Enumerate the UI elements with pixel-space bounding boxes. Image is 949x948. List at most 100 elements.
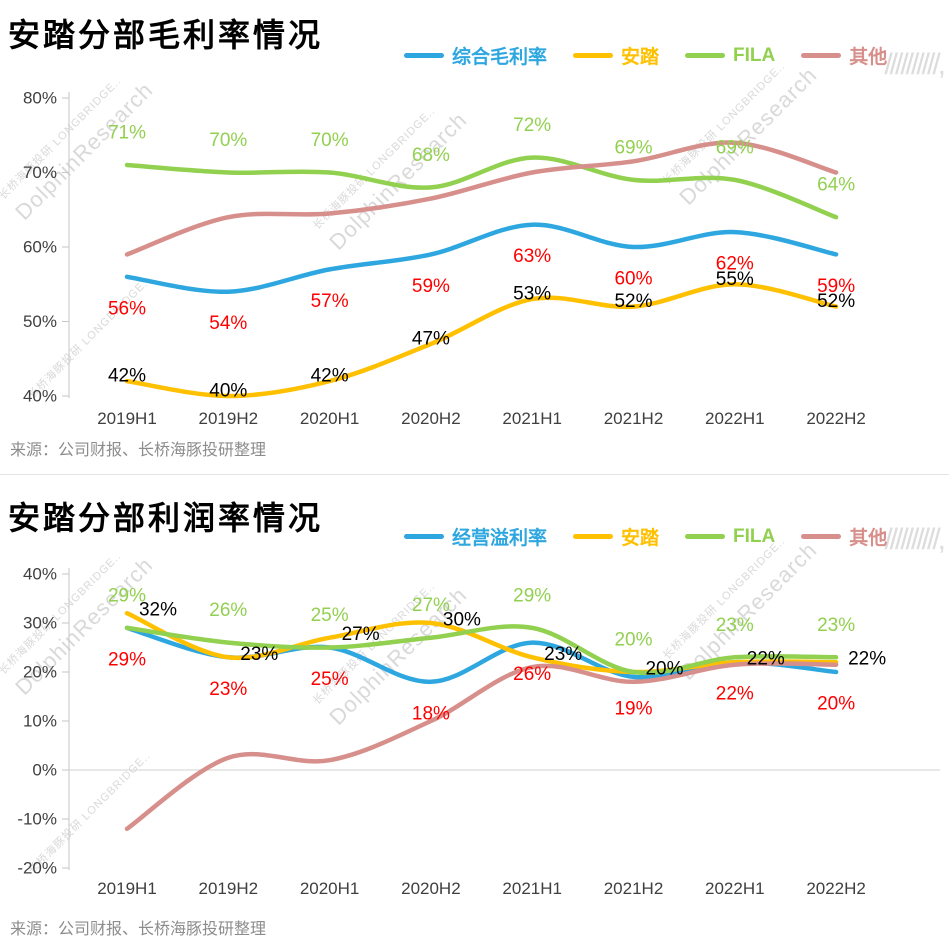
svg-text:2019H1: 2019H1: [97, 879, 157, 898]
svg-text:2022H2: 2022H2: [806, 409, 866, 428]
svg-text:2019H1: 2019H1: [97, 409, 157, 428]
chart-title: 安踏分部毛利率情况: [8, 17, 324, 53]
gross-margin-line-chart: 80% 70% 60% 50% 40% 2019H1 2019H2 2020H1 2020H2 2…: [23, 89, 866, 429]
profit-margin-line-chart: 40% 30% 20% 10% 0% -10% -20% 2019H1 2019H2 2020H1…: [17, 565, 940, 898]
chart-legend: 经营溢利率 安踏 FILA 其他: [404, 523, 887, 550]
svg-text:32%: 32%: [139, 600, 177, 621]
svg-text:25%: 25%: [311, 605, 349, 626]
legend-swatch: [404, 53, 444, 58]
svg-text:29%: 29%: [513, 585, 551, 606]
svg-text:53%: 53%: [513, 284, 551, 305]
profit-margin-panel: 长桥海豚投研 LONGBRIDGE.. DolphinResearch 长桥海豚…: [0, 474, 949, 948]
legend-swatch: [404, 534, 444, 539]
svg-text:20%: 20%: [645, 659, 683, 680]
svg-text:23%: 23%: [209, 679, 247, 700]
legend-item-0: 综合毛利率: [404, 42, 547, 69]
svg-text:2022H1: 2022H1: [705, 879, 765, 898]
svg-text:55%: 55%: [716, 269, 754, 290]
svg-text:69%: 69%: [716, 137, 754, 158]
svg-text:29%: 29%: [108, 649, 146, 670]
svg-text:2020H1: 2020H1: [300, 879, 360, 898]
svg-text:29%: 29%: [108, 585, 146, 606]
legend-swatch: [573, 53, 614, 58]
svg-text:26%: 26%: [513, 664, 551, 685]
svg-text:54%: 54%: [209, 313, 247, 334]
legend-label: 安踏: [621, 528, 660, 549]
svg-text:69%: 69%: [614, 137, 652, 158]
svg-text:10%: 10%: [23, 712, 57, 731]
svg-text:71%: 71%: [108, 123, 146, 144]
svg-text:-10%: -10%: [17, 810, 57, 829]
svg-text:42%: 42%: [108, 366, 146, 387]
svg-text:70%: 70%: [311, 130, 349, 151]
legend-label: FILA: [733, 525, 776, 547]
legend-label: 其他: [849, 47, 888, 68]
svg-text:63%: 63%: [513, 246, 551, 267]
gross-margin-panel: 长桥海豚投研 LONGBRIDGE.. DolphinResearch 长桥海豚…: [0, 17, 946, 459]
svg-text:47%: 47%: [412, 328, 450, 349]
legend-item-3: 其他: [801, 523, 887, 550]
svg-text:57%: 57%: [311, 291, 349, 312]
svg-text:70%: 70%: [209, 130, 247, 151]
svg-text:52%: 52%: [614, 291, 652, 312]
svg-text:2021H2: 2021H2: [604, 879, 664, 898]
svg-text:60%: 60%: [23, 238, 57, 257]
svg-text:2022H2: 2022H2: [806, 879, 866, 898]
svg-text:2019H2: 2019H2: [199, 879, 259, 898]
chart-title: 安踏分部利润率情况: [8, 500, 324, 536]
svg-text:23%: 23%: [240, 644, 278, 665]
svg-text:40%: 40%: [23, 565, 57, 584]
svg-text:20%: 20%: [817, 694, 855, 715]
svg-text:2019H2: 2019H2: [199, 409, 259, 428]
legend-label: 安踏: [621, 47, 660, 68]
svg-text:22%: 22%: [848, 649, 886, 670]
svg-text:18%: 18%: [412, 703, 450, 724]
svg-text:68%: 68%: [412, 145, 450, 166]
svg-text:72%: 72%: [513, 115, 551, 136]
svg-text:59%: 59%: [412, 276, 450, 297]
legend-item-0: 经营溢利率: [404, 523, 547, 550]
legend-item-2: FILA: [685, 45, 775, 67]
svg-text:64%: 64%: [817, 175, 855, 196]
svg-text:2021H1: 2021H1: [502, 879, 562, 898]
svg-text:62%: 62%: [716, 254, 754, 275]
svg-text:27%: 27%: [412, 595, 450, 616]
legend-item-3: 其他: [801, 42, 887, 69]
svg-text:40%: 40%: [209, 381, 247, 402]
legend-swatch: [801, 534, 842, 539]
svg-text:0%: 0%: [32, 761, 57, 780]
legend-label: 经营溢利率: [452, 528, 548, 549]
svg-text:2021H2: 2021H2: [604, 409, 664, 428]
svg-text:23%: 23%: [716, 615, 754, 636]
source-note: 来源：公司财报、长桥海豚投研整理: [10, 921, 267, 938]
legend-item-1: 安踏: [573, 42, 659, 69]
legend-item-2: FILA: [685, 526, 775, 548]
legend-label: FILA: [733, 44, 776, 66]
legend-label: 其他: [849, 528, 888, 549]
svg-text:70%: 70%: [23, 163, 57, 182]
svg-text:2020H2: 2020H2: [401, 409, 461, 428]
legend-swatch: [685, 534, 726, 539]
svg-text:52%: 52%: [817, 291, 855, 312]
svg-text:80%: 80%: [23, 89, 57, 108]
svg-text:22%: 22%: [716, 684, 754, 705]
chart-legend: 综合毛利率 安踏 FILA 其他: [404, 42, 887, 69]
legend-swatch: [685, 53, 726, 58]
svg-text:20%: 20%: [23, 663, 57, 682]
svg-text:22%: 22%: [747, 649, 785, 670]
svg-text:23%: 23%: [544, 644, 582, 665]
legend-swatch: [573, 534, 614, 539]
legend-item-1: 安踏: [573, 523, 659, 550]
svg-text:30%: 30%: [443, 610, 481, 631]
svg-text:40%: 40%: [23, 387, 57, 406]
svg-text:60%: 60%: [614, 269, 652, 290]
svg-text:2022H1: 2022H1: [705, 409, 765, 428]
svg-text:25%: 25%: [311, 669, 349, 690]
svg-text:30%: 30%: [23, 614, 57, 633]
svg-text:-20%: -20%: [17, 859, 57, 878]
svg-text:27%: 27%: [342, 624, 380, 645]
svg-text:23%: 23%: [817, 615, 855, 636]
svg-text:20%: 20%: [614, 630, 652, 651]
svg-text:19%: 19%: [614, 698, 652, 719]
